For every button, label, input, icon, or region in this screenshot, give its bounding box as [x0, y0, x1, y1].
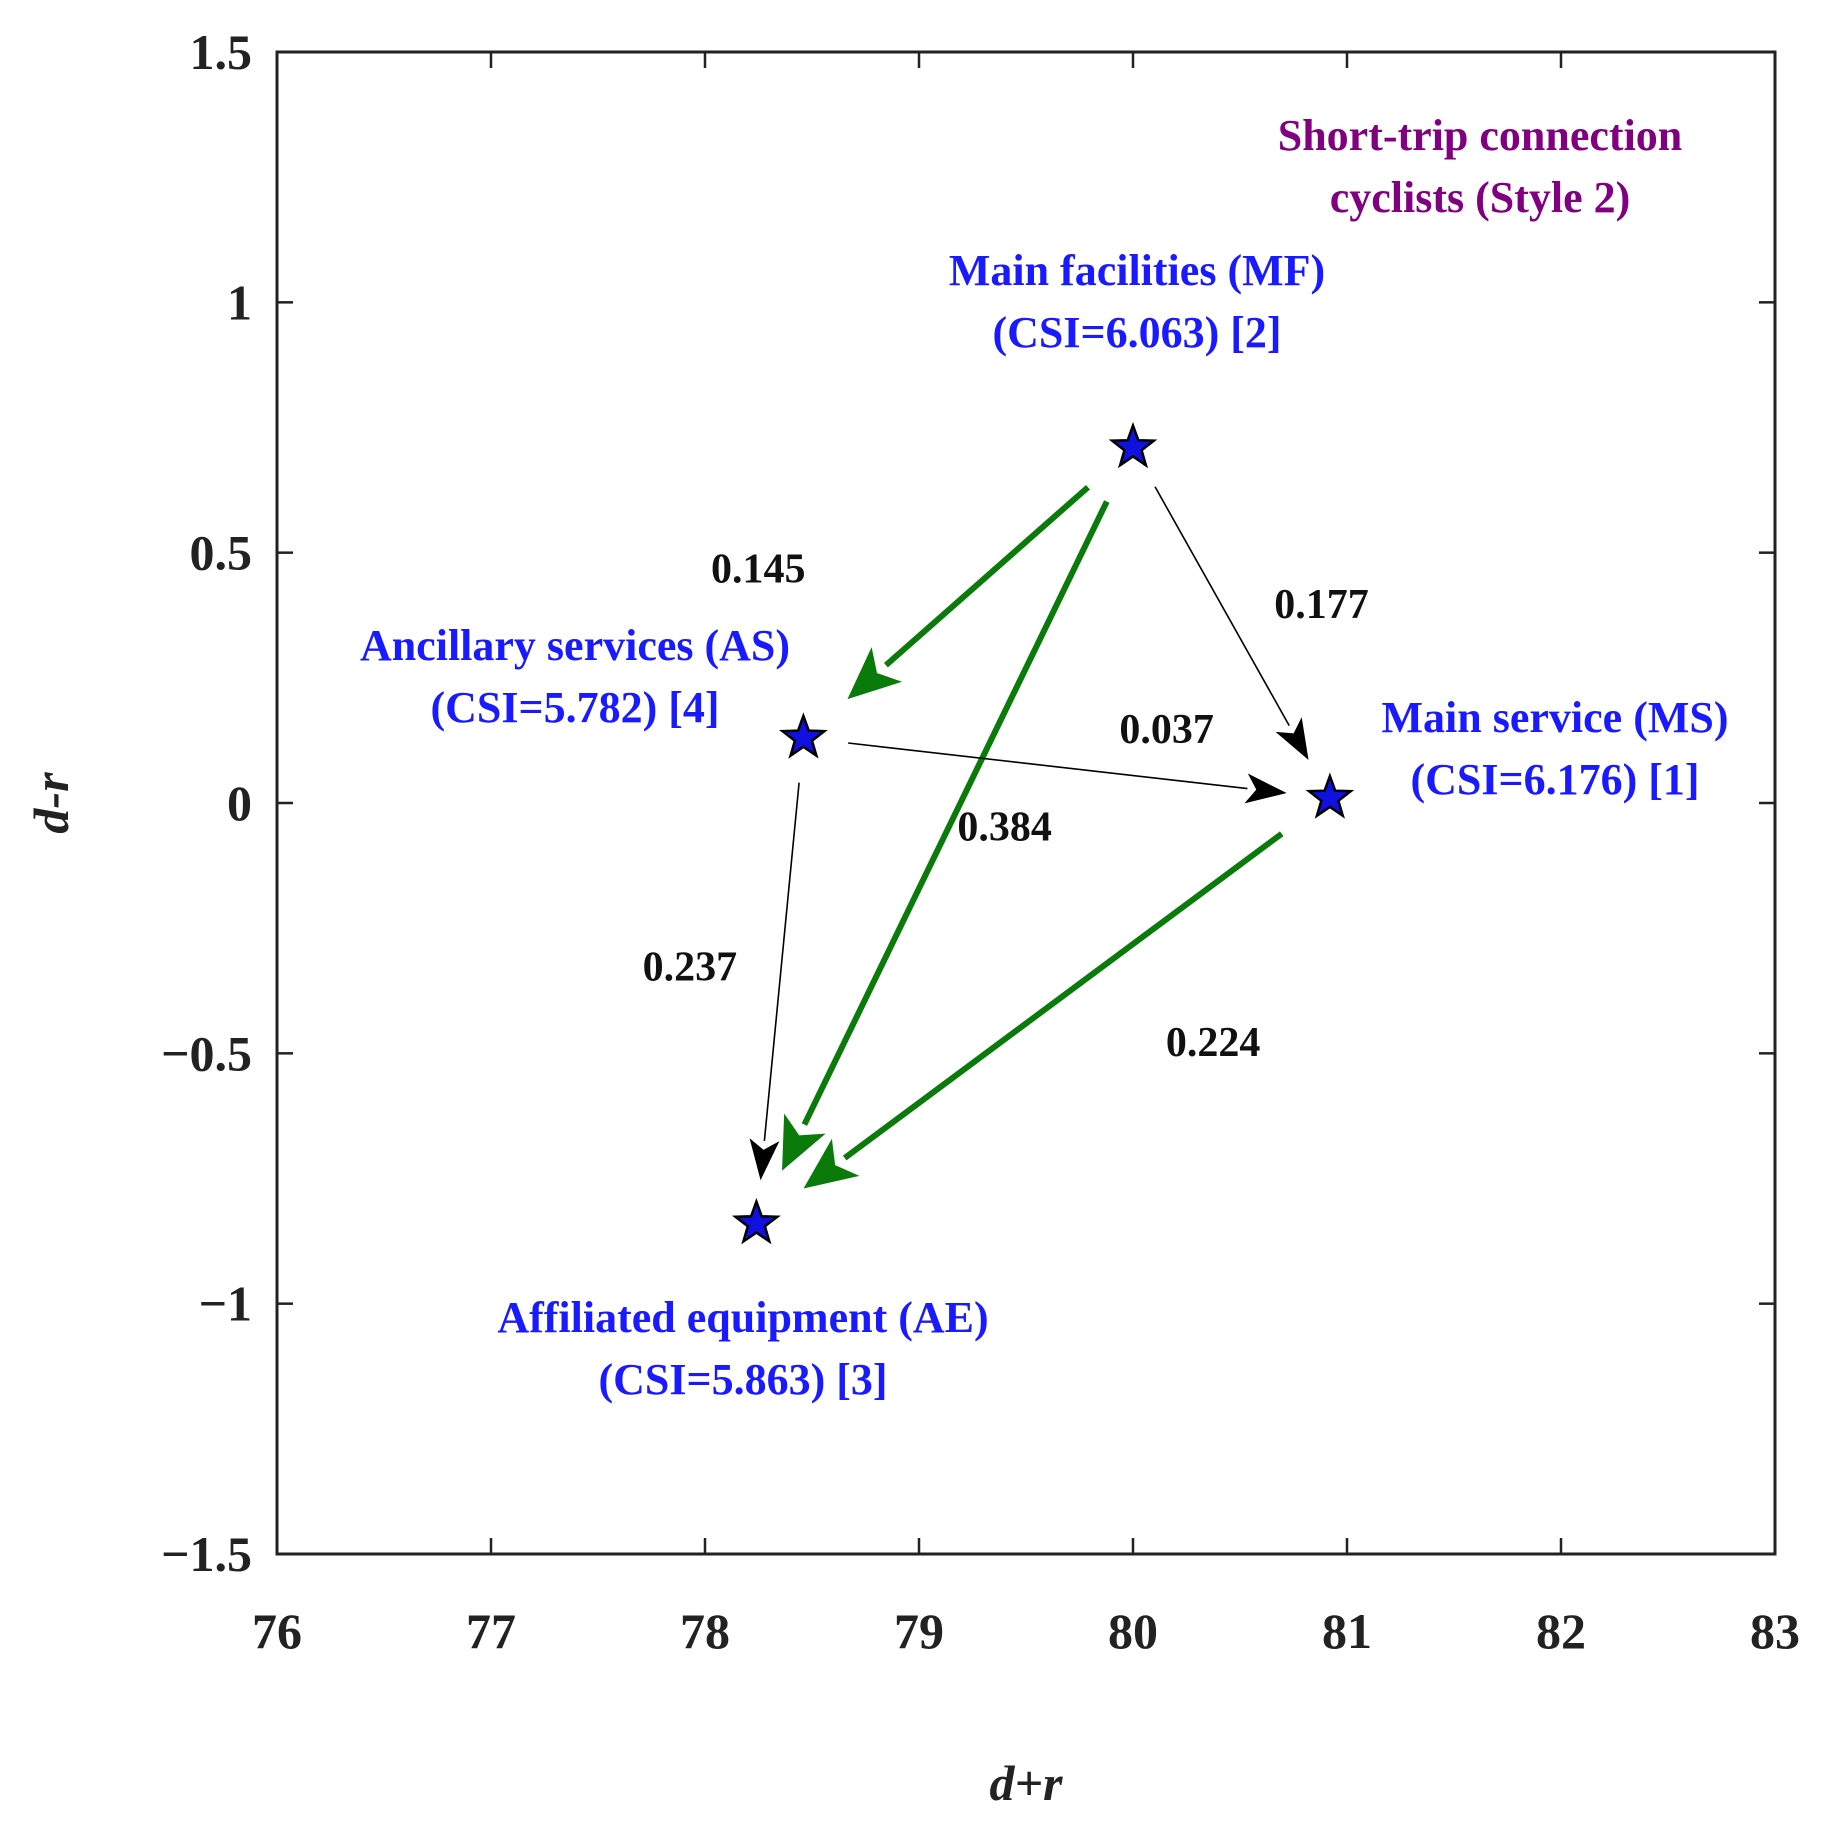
x-tick-label: 76 [252, 1603, 302, 1659]
x-axis-title: d+r [990, 1755, 1063, 1811]
star-marker-AS [778, 712, 828, 759]
x-tick-label: 77 [466, 1603, 516, 1659]
y-tick-label: 0.5 [190, 525, 253, 581]
y-tick-label: 1.5 [190, 24, 253, 80]
star-marker-MS [1305, 772, 1355, 819]
y-tick-label: −1.5 [161, 1526, 252, 1582]
edge-line-AS-AE [763, 782, 800, 1142]
chart-subtitle: Short-trip connection [1278, 111, 1683, 160]
edge-line-AS-MS [848, 742, 1248, 790]
edge-arrowhead-AS-AE [749, 1138, 780, 1181]
x-tick-label: 80 [1108, 1603, 1158, 1659]
x-tick-label: 82 [1536, 1603, 1586, 1659]
edge-value-label: 0.177 [1274, 582, 1369, 628]
x-tick-label: 83 [1750, 1603, 1800, 1659]
edge-arrowhead-MF-AS [847, 647, 903, 700]
node-label-AS: (CSI=5.782) [4] [430, 683, 719, 732]
x-tick-label: 81 [1322, 1603, 1372, 1659]
node-label-AE: (CSI=5.863) [3] [598, 1355, 887, 1404]
node-label-AS: Ancillary services (AS) [360, 621, 790, 670]
edge-line-MS-AE [842, 831, 1284, 1161]
edge-value-label: 0.145 [711, 547, 806, 593]
edge-value-label: 0.224 [1166, 1020, 1261, 1066]
axis-ticks: 76 77 78 79 80 81 82 83 1.5 1 0.5 0 −0.5 −1 −1.5 d+r d-r [23, 24, 1800, 1811]
chart-subtitle: cyclists (Style 2) [1330, 173, 1631, 222]
node-label-MS: Main service (MS) [1382, 693, 1729, 742]
y-tick-label: −0.5 [161, 1025, 252, 1081]
star-marker-MF [1108, 421, 1158, 469]
node-label-MF: (CSI=6.063) [2] [992, 308, 1281, 357]
points [731, 421, 1355, 1245]
edge-arrowhead-MF-MS [1275, 717, 1309, 761]
edge-line-MF-AS [883, 484, 1090, 668]
plot-area [275, 50, 1777, 1556]
edges: 0.145 0.384 0.224 0.177 0.037 0.237 [643, 484, 1369, 1189]
edge-arrowhead-MS-AE [803, 1138, 860, 1189]
edge-value-label: 0.037 [1119, 707, 1214, 753]
star-marker-AE [731, 1197, 781, 1245]
y-tick-label: 0 [227, 775, 252, 831]
x-tick-label: 78 [680, 1603, 730, 1659]
edge-value-label: 0.237 [643, 945, 738, 991]
node-label-MS: (CSI=6.176) [1] [1410, 755, 1699, 804]
edge-line-MF-AE [801, 500, 1110, 1126]
node-label-MF: Main facilities (MF) [949, 246, 1325, 295]
node-label-AE: Affiliated equipment (AE) [497, 1293, 988, 1342]
edge-value-label: 0.384 [957, 805, 1052, 851]
edge-arrowhead-AS-MS [1244, 773, 1287, 804]
y-axis-title: d-r [23, 772, 79, 834]
edge-arrowhead-MF-AE [782, 1113, 826, 1171]
edge-line-MF-MS [1154, 486, 1290, 727]
x-tick-label: 79 [894, 1603, 944, 1659]
y-tick-label: 1 [227, 274, 252, 330]
y-tick-label: −1 [199, 1276, 253, 1332]
